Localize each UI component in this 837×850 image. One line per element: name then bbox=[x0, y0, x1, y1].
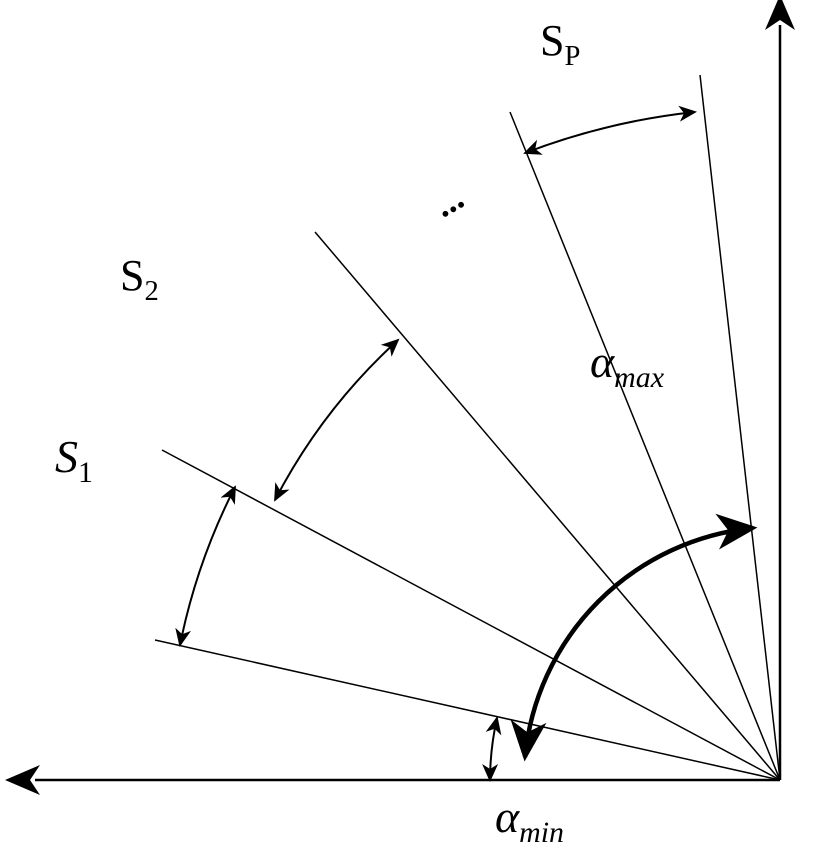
alpha-min-arc bbox=[490, 718, 497, 780]
s1-arc bbox=[180, 487, 235, 645]
sp-arc bbox=[525, 112, 695, 153]
label-sp: SP bbox=[540, 15, 580, 73]
label-alpha-max: αmax bbox=[590, 335, 664, 395]
ray-sp-right bbox=[700, 75, 780, 780]
alpha-max-arc bbox=[525, 528, 753, 757]
ray-sp-left bbox=[510, 112, 780, 780]
label-alpha-min: αmin bbox=[495, 790, 564, 850]
label-s2: S2 bbox=[120, 250, 159, 308]
label-s1: S1 bbox=[55, 430, 93, 490]
ray-s1-upper bbox=[162, 450, 780, 780]
s2-arc bbox=[275, 340, 398, 500]
ray-alpha-min-lower bbox=[155, 640, 780, 780]
ray-s2-upper bbox=[315, 232, 780, 780]
